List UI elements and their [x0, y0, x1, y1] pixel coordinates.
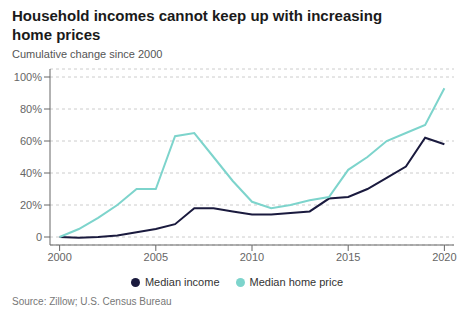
svg-text:60%: 60% — [20, 135, 42, 147]
svg-text:2020: 2020 — [432, 251, 456, 263]
svg-text:20%: 20% — [20, 199, 42, 211]
svg-text:0: 0 — [36, 231, 42, 243]
html-text:Cumulative change since 2000: Cumulative change since 2000 — [12, 48, 163, 60]
html-text:Source: Zillow; U.S. Census Bu: Source: Zillow; U.S. Census Bureau — [12, 296, 172, 307]
html-text:Median income: Median income — [144, 276, 220, 288]
svg-text:2005: 2005 — [144, 251, 168, 263]
svg-text:2000: 2000 — [47, 251, 71, 263]
svg-text:40%: 40% — [20, 167, 42, 179]
svg-text:100%: 100% — [14, 71, 42, 83]
svg-text:80%: 80% — [20, 103, 42, 115]
svg-text:2015: 2015 — [336, 251, 360, 263]
html-text:Median home price: Median home price — [249, 276, 344, 288]
html-text:Household incomes cannot keep: Household incomes cannot keep up with in… — [12, 7, 383, 43]
svg-text:2010: 2010 — [240, 251, 264, 263]
